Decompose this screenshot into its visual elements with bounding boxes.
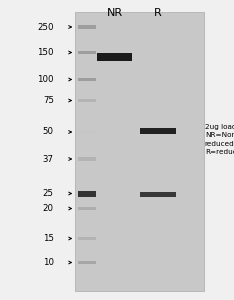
Text: 15: 15 bbox=[43, 234, 54, 243]
Bar bbox=[78, 25, 96, 28]
Bar bbox=[78, 261, 96, 264]
Text: 100: 100 bbox=[37, 75, 54, 84]
Bar bbox=[78, 207, 96, 210]
Text: 2ug loading
NR=Non-
reduced
R=reduced: 2ug loading NR=Non- reduced R=reduced bbox=[205, 124, 234, 155]
Bar bbox=[78, 157, 96, 161]
Bar bbox=[140, 192, 176, 197]
Bar bbox=[78, 51, 96, 54]
Bar bbox=[75, 12, 204, 291]
Bar bbox=[140, 128, 176, 134]
Text: 25: 25 bbox=[43, 189, 54, 198]
Text: R: R bbox=[154, 8, 162, 17]
Text: 20: 20 bbox=[43, 204, 54, 213]
Text: NR: NR bbox=[107, 8, 123, 17]
Bar bbox=[78, 98, 96, 102]
Text: 250: 250 bbox=[37, 22, 54, 32]
Bar bbox=[78, 78, 96, 81]
Text: 37: 37 bbox=[43, 154, 54, 164]
Bar bbox=[97, 53, 132, 61]
Bar bbox=[78, 237, 96, 240]
Bar bbox=[78, 130, 96, 134]
Text: 75: 75 bbox=[43, 96, 54, 105]
Bar bbox=[78, 190, 96, 196]
Text: 150: 150 bbox=[37, 48, 54, 57]
Text: 50: 50 bbox=[43, 128, 54, 136]
Text: 10: 10 bbox=[43, 258, 54, 267]
